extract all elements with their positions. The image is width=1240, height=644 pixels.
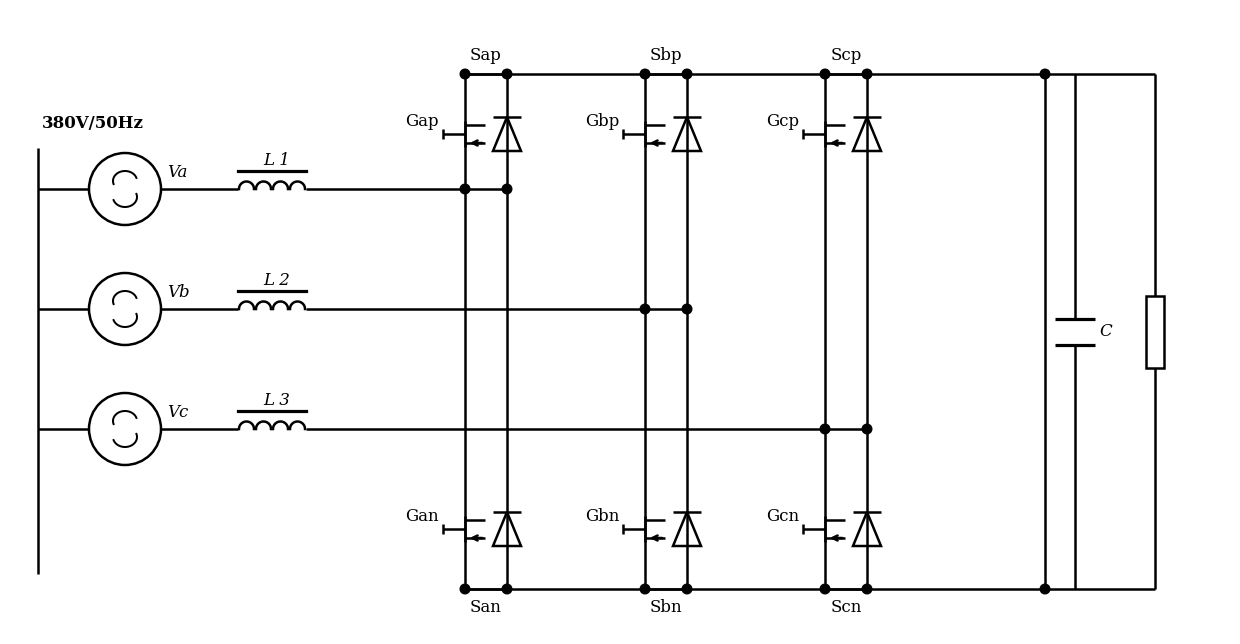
Text: Gcn: Gcn xyxy=(766,508,799,525)
Circle shape xyxy=(682,69,692,79)
Circle shape xyxy=(502,69,512,79)
Circle shape xyxy=(862,69,872,79)
Text: Vc: Vc xyxy=(167,404,188,421)
Circle shape xyxy=(460,69,470,79)
Text: Vb: Vb xyxy=(167,284,190,301)
Text: Gcp: Gcp xyxy=(766,113,799,130)
Circle shape xyxy=(682,584,692,594)
Circle shape xyxy=(862,424,872,434)
Circle shape xyxy=(1040,584,1050,594)
Text: Scn: Scn xyxy=(831,599,862,616)
Circle shape xyxy=(682,304,692,314)
Text: L 1: L 1 xyxy=(264,152,290,169)
Text: Scp: Scp xyxy=(831,47,862,64)
Text: Gbp: Gbp xyxy=(584,113,619,130)
Text: Sbp: Sbp xyxy=(650,47,682,64)
Text: C: C xyxy=(1099,323,1112,340)
Text: L 2: L 2 xyxy=(264,272,290,289)
Text: Gap: Gap xyxy=(405,113,439,130)
Circle shape xyxy=(862,584,872,594)
Text: Gan: Gan xyxy=(405,508,439,525)
Text: Va: Va xyxy=(167,164,187,181)
Text: 380V/50Hz: 380V/50Hz xyxy=(42,115,144,133)
Bar xyxy=(1146,296,1164,368)
Text: San: San xyxy=(470,599,502,616)
Text: Gbn: Gbn xyxy=(584,508,619,525)
Circle shape xyxy=(640,584,650,594)
Circle shape xyxy=(502,184,512,194)
Circle shape xyxy=(640,69,650,79)
Circle shape xyxy=(820,584,830,594)
Circle shape xyxy=(460,584,470,594)
Text: Sap: Sap xyxy=(470,47,502,64)
Text: L 3: L 3 xyxy=(264,392,290,409)
Circle shape xyxy=(1040,69,1050,79)
Circle shape xyxy=(640,304,650,314)
Text: Sbn: Sbn xyxy=(650,599,682,616)
Circle shape xyxy=(502,584,512,594)
Circle shape xyxy=(460,184,470,194)
Circle shape xyxy=(820,424,830,434)
Circle shape xyxy=(820,69,830,79)
